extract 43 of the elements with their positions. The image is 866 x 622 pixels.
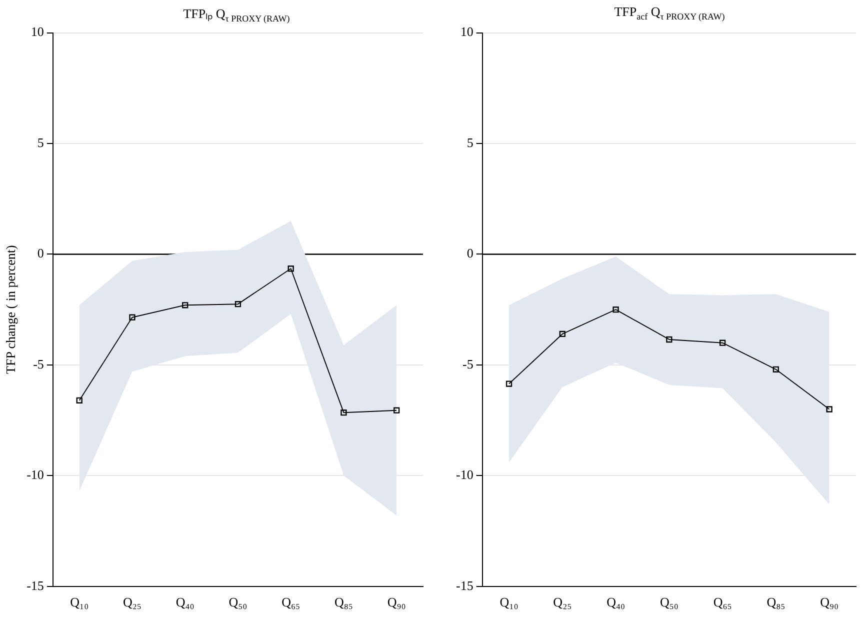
point [719,340,726,346]
x-tick-label: Q₅₀ [660,594,678,610]
point [772,366,779,372]
x-tick-label: Q₁₀ [500,594,518,610]
point [340,409,347,416]
chart-title: TFP$_{acf}$ Q$_{τ PROXY (RAW)}$ [613,4,726,22]
x-tick-label: Q₉₀ [820,594,839,610]
point [506,380,512,387]
y-tick-label: 5 [37,134,44,150]
x-tick-label: Q₂₅ [123,594,142,610]
x-tick-label: Q₄₀ [606,594,626,610]
point [393,407,400,414]
x-tick-label: Q₂₅ [553,594,572,610]
y-tick-label: -15 [26,578,44,593]
point [76,397,82,404]
point [826,406,832,412]
y-tick-label: -10 [456,467,474,482]
x-tick-label: Q₅₀ [228,594,248,610]
x-tick-label: Q₈₅ [766,594,786,610]
point [612,306,619,313]
y-tick-label: -15 [456,578,474,593]
point [182,302,188,308]
x-tick-label: Q₄₀ [176,594,194,610]
y-tick-label: 0 [466,246,474,261]
y-axis-title: TFP change ( in percent) [3,245,18,374]
x-tick-label: Q₁₀ [70,594,89,610]
point [559,330,566,338]
point [234,300,242,308]
y-tick-label: 10 [460,24,474,40]
y-tick-label: -5 [33,356,44,372]
x-tick-label: Q₈₅ [334,594,353,610]
x-tick-label: Q₉₀ [387,594,406,610]
x-tick-label: Q₆₅ [713,594,732,610]
point [129,314,136,320]
y-tick-label: 10 [30,24,44,40]
x-tick-label: Q₆₅ [282,594,300,610]
y-tick-label: 0 [37,246,44,261]
point [288,266,294,272]
y-tick-label: -10 [26,467,44,482]
y-tick-label: -5 [462,356,474,372]
y-tick-label: 5 [466,134,474,150]
point [666,336,672,343]
chart-title: TFPₗₚ Q$_{τ PROXY (RAW)}$ [182,5,291,24]
